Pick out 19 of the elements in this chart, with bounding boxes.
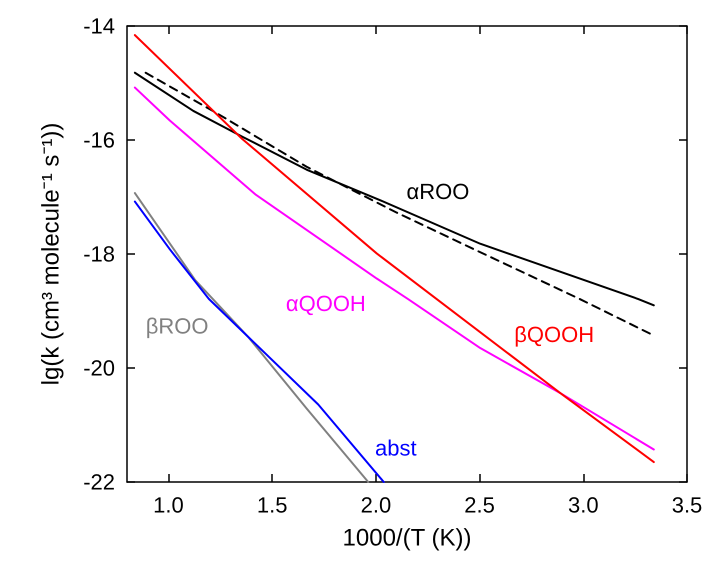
series-label: αROO (406, 178, 470, 204)
x-tick-label: 2.0 (360, 492, 392, 518)
y-tick-label: -14 (83, 14, 115, 38)
y-axis-title: lg(k (cm³ molecule⁻¹ s⁻¹)) (38, 122, 64, 386)
series-label: αQOOH (286, 290, 366, 316)
x-tick-label: 3.5 (672, 492, 702, 518)
y-tick-label: -20 (83, 356, 115, 380)
line-series (134, 34, 655, 464)
x-tick-label: 3.0 (568, 492, 599, 518)
y-tick-label: -16 (83, 128, 115, 152)
x-tick-label: 1.5 (256, 492, 288, 518)
series-label: βQOOH (514, 322, 594, 347)
x-tick-label: 2.5 (464, 492, 495, 518)
y-tick-label: -22 (83, 470, 115, 494)
y-tick-label: -18 (83, 242, 115, 266)
series-label: abst (374, 436, 417, 460)
series-label: βROO (146, 314, 209, 339)
x-tick-label: 1.0 (153, 492, 184, 518)
x-axis-title: 1000/(T (K)) (342, 524, 472, 552)
